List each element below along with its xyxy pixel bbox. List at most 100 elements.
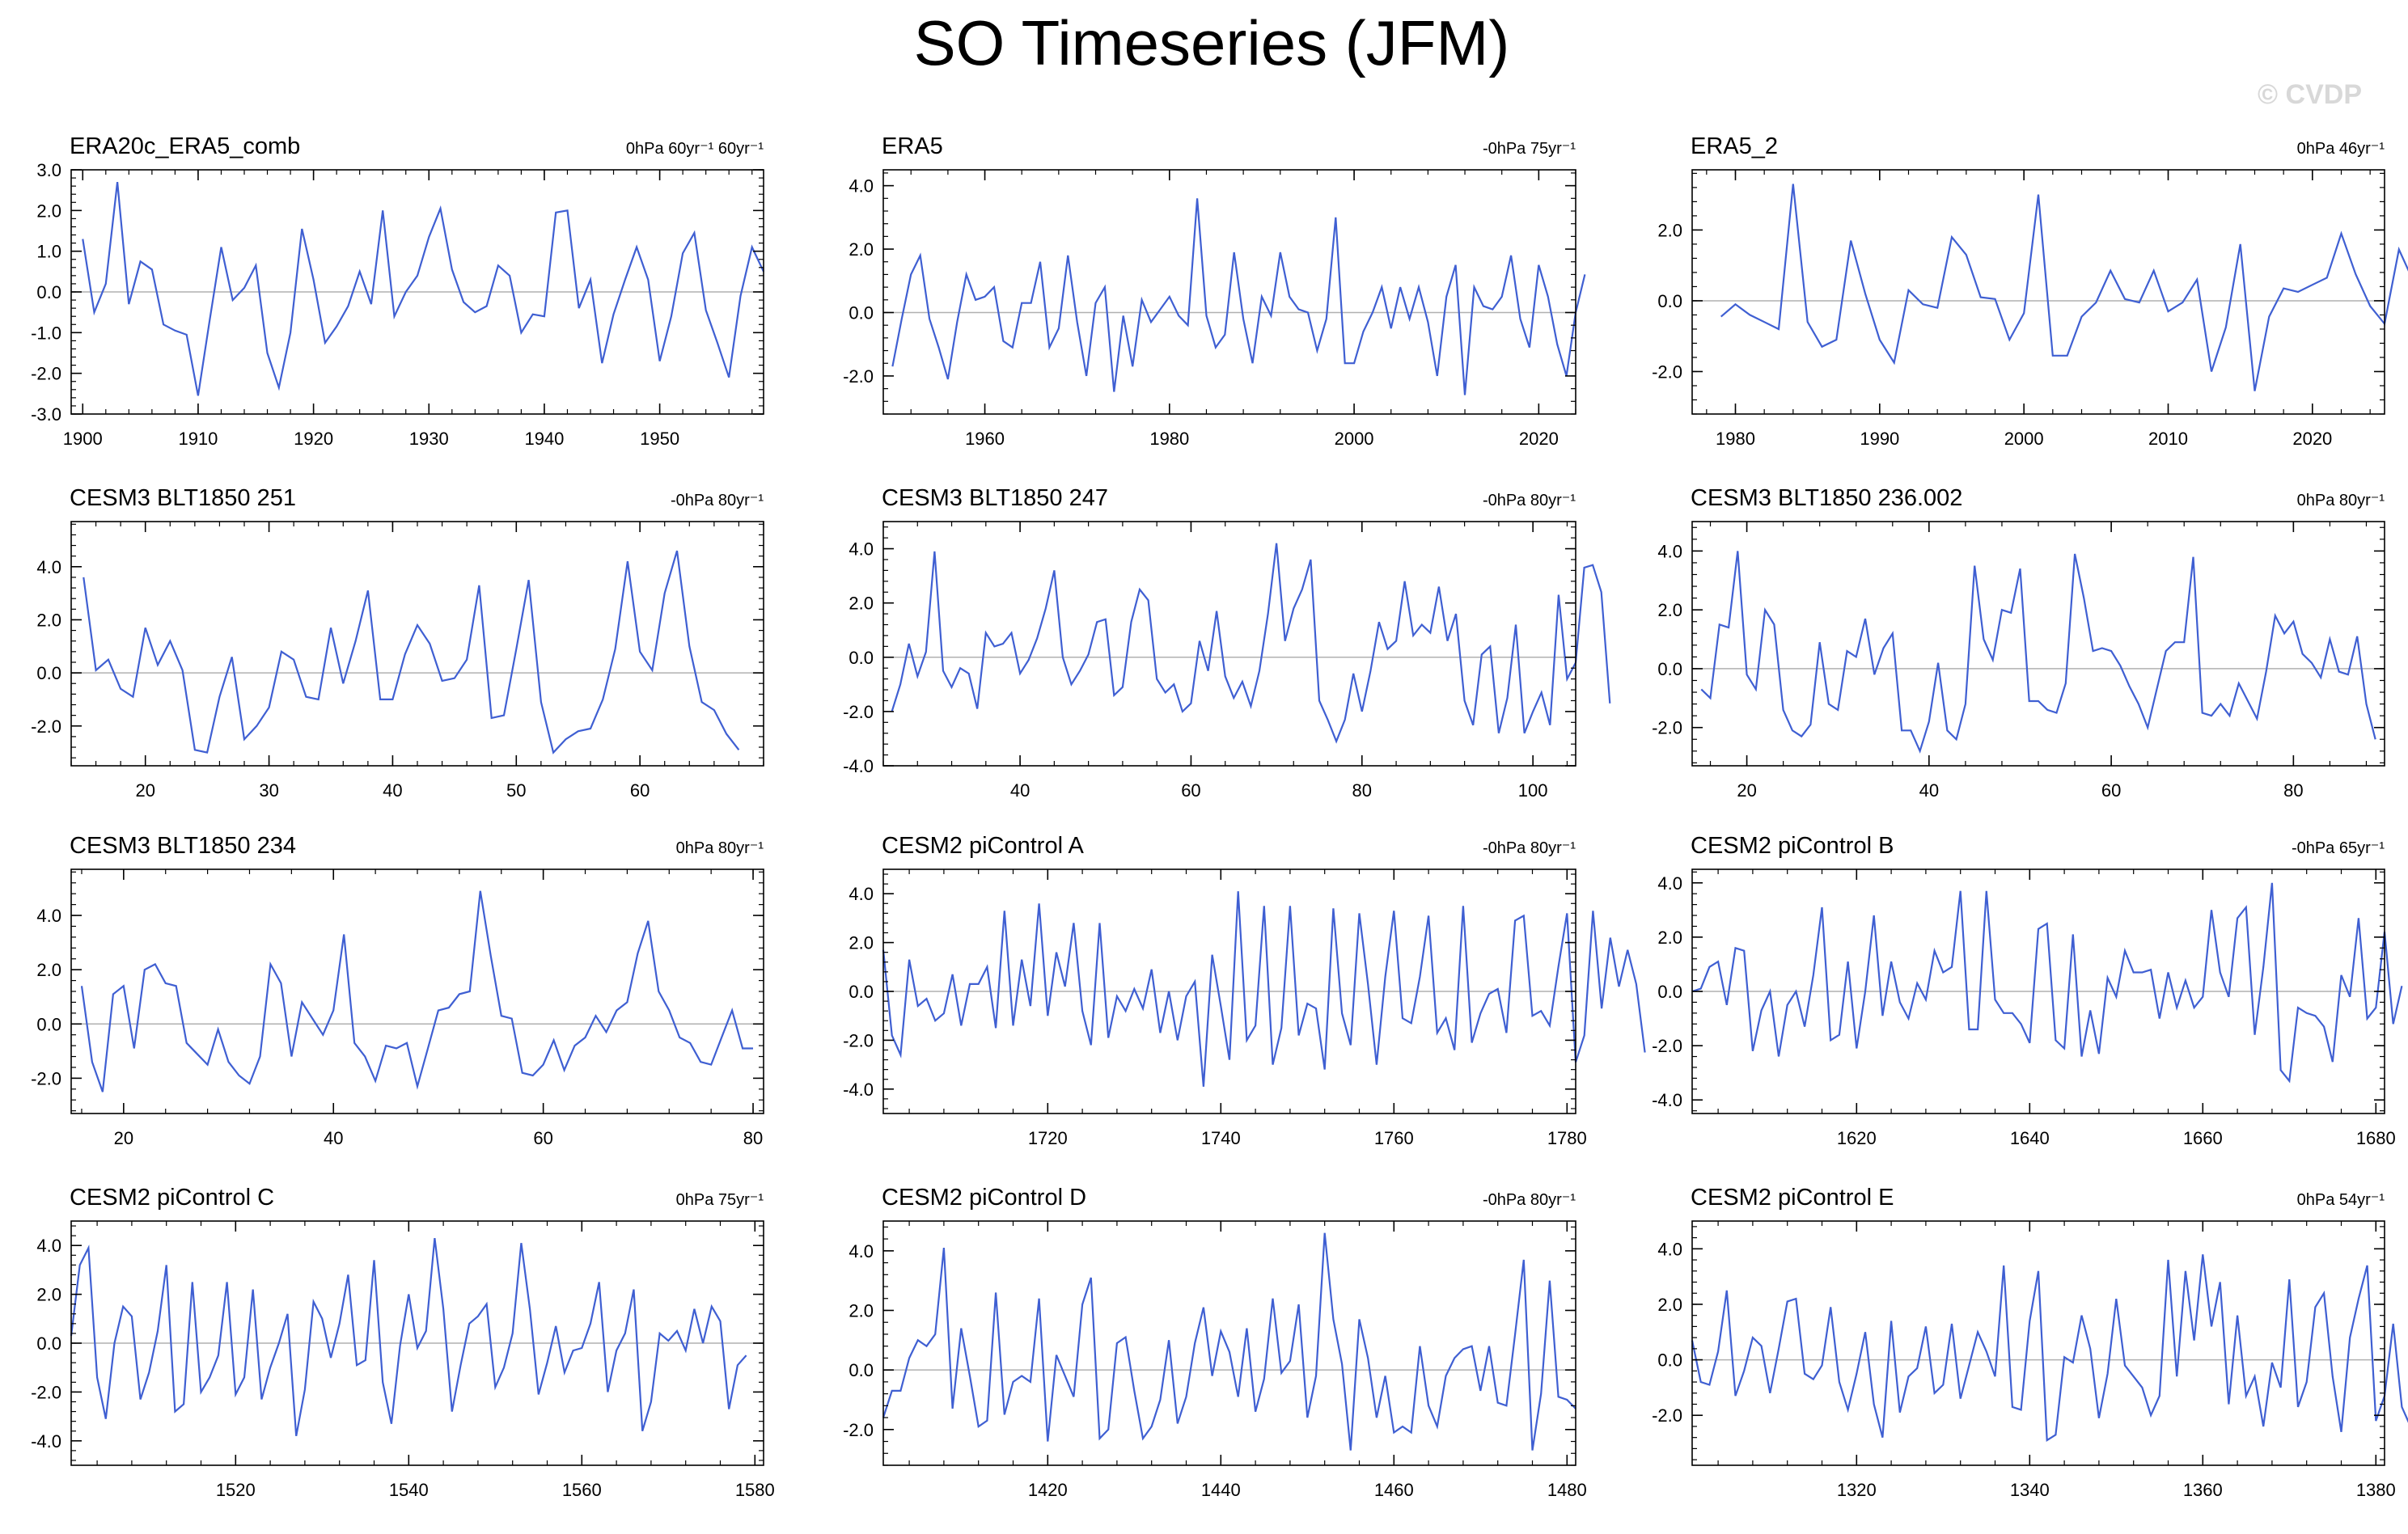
panel-trend-label: 0hPa 75yr⁻¹ xyxy=(676,1191,764,1209)
plot-frame xyxy=(1691,1220,2385,1466)
y-tick-label: 0.0 xyxy=(1657,1350,1682,1371)
page-title: SO Timeseries (JFM) xyxy=(914,7,1510,78)
x-tick-label: 2020 xyxy=(2292,429,2332,449)
x-tick-label: 1440 xyxy=(1201,1480,1241,1500)
panel-trend-label: 0hPa 80yr⁻¹ xyxy=(2297,492,2385,509)
panel-title: CESM2 piControl A xyxy=(882,833,1084,859)
y-tick-label: 4.0 xyxy=(849,1241,874,1261)
x-tick-label: 1980 xyxy=(1716,429,1755,449)
x-tick-label: 100 xyxy=(1518,780,1548,801)
y-tick-label: 0.0 xyxy=(849,302,874,323)
x-tick-label: 40 xyxy=(324,1128,343,1148)
panel-title: CESM2 piControl C xyxy=(70,1185,274,1211)
panel-trend-label: 0hPa 60yr⁻¹ 60yr⁻¹ xyxy=(626,140,764,158)
x-tick-label: 20 xyxy=(135,780,154,801)
x-tick-label: 1540 xyxy=(389,1480,429,1500)
x-tick-label: 30 xyxy=(259,780,278,801)
panel-grid: ERA20c_ERA5_comb 0hPa 60yr⁻¹ 60yr⁻¹ -3.0 -2… xyxy=(31,133,2408,1500)
chart-panel: CESM2 piControl E 0hPa 54yr⁻¹ -2.0 0.0 2.0 4.… xyxy=(1652,1185,2408,1500)
y-tick-label: 2.0 xyxy=(36,201,61,221)
y-tick-label: 2.0 xyxy=(849,594,874,614)
x-tick-label: 1930 xyxy=(409,429,449,449)
x-tick-label: 1640 xyxy=(2010,1128,2050,1148)
y-tick-label: 0.0 xyxy=(36,1014,61,1034)
chart-panel: CESM2 piControl A -0hPa 80yr⁻¹ -4.0 -2.0 0.0… xyxy=(843,833,1646,1148)
chart-panel: CESM3 BLT1850 247 -0hPa 80yr⁻¹ -4.0 -2.0 0.0… xyxy=(843,485,1611,801)
x-tick-label: 60 xyxy=(1181,780,1200,801)
y-tick-label: -2.0 xyxy=(1652,1405,1682,1426)
panel-title: ERA5 xyxy=(882,133,943,159)
x-tick-label: 1920 xyxy=(294,429,333,449)
x-tick-label: 40 xyxy=(383,780,402,801)
x-tick-label: 1960 xyxy=(965,429,1005,449)
chart-panel: ERA5 -0hPa 75yr⁻¹ -2.0 0.0 2.0 4.0 1960 1980 200… xyxy=(843,133,1586,449)
x-tick-label: 1520 xyxy=(216,1480,256,1500)
plot-frame xyxy=(882,521,1576,767)
y-tick-label: 4.0 xyxy=(1657,1239,1682,1259)
panel-trend-label: 0hPa 80yr⁻¹ xyxy=(676,839,764,857)
x-tick-label: 1380 xyxy=(2356,1480,2396,1500)
series-line xyxy=(83,550,740,754)
x-tick-label: 1940 xyxy=(524,429,564,449)
chart-panel: ERA20c_ERA5_comb 0hPa 60yr⁻¹ 60yr⁻¹ -3.0 -2… xyxy=(31,133,764,449)
panel-title: CESM3 BLT1850 247 xyxy=(882,485,1108,511)
panel-title: CESM3 BLT1850 234 xyxy=(70,833,296,859)
y-tick-label: 2.0 xyxy=(849,933,874,953)
x-tick-label: 60 xyxy=(630,780,650,801)
x-tick-label: 1720 xyxy=(1028,1128,1068,1148)
x-tick-label: 80 xyxy=(1352,780,1372,801)
x-tick-label: 1360 xyxy=(2183,1480,2223,1500)
plot-frame xyxy=(882,169,1576,415)
y-tick-label: -3.0 xyxy=(31,404,61,425)
y-tick-label: -1.0 xyxy=(31,323,61,343)
y-tick-label: 0.0 xyxy=(1657,982,1682,1002)
x-tick-label: 1560 xyxy=(562,1480,602,1500)
x-tick-label: 1950 xyxy=(640,429,679,449)
x-tick-label: 20 xyxy=(114,1128,133,1148)
x-tick-label: 1780 xyxy=(1547,1128,1587,1148)
y-tick-label: 4.0 xyxy=(1657,541,1682,561)
y-tick-label: -2.0 xyxy=(843,1420,874,1440)
y-tick-label: -2.0 xyxy=(1652,1036,1682,1056)
x-tick-label: 60 xyxy=(533,1128,552,1148)
y-tick-label: 3.0 xyxy=(36,160,61,180)
series-line xyxy=(882,891,1646,1087)
y-tick-label: 0.0 xyxy=(1657,659,1682,679)
chart-panel: CESM2 piControl C 0hPa 75yr⁻¹ -4.0 -2.0 0.0 2… xyxy=(31,1185,775,1500)
x-tick-label: 2010 xyxy=(2148,429,2188,449)
series-line xyxy=(70,1237,747,1437)
y-tick-label: 4.0 xyxy=(36,1236,61,1256)
x-tick-label: 2000 xyxy=(2004,429,2044,449)
panel-title: CESM3 BLT1850 251 xyxy=(70,485,296,511)
x-tick-label: 1580 xyxy=(735,1480,775,1500)
chart-panel: CESM3 BLT1850 251 -0hPa 80yr⁻¹ -2.0 0.0 2.0 4… xyxy=(31,485,764,801)
x-tick-label: 40 xyxy=(1919,780,1939,801)
x-tick-label: 60 xyxy=(2101,780,2121,801)
y-tick-label: 2.0 xyxy=(36,960,61,980)
y-tick-label: 0.0 xyxy=(36,663,61,683)
x-tick-label: 2020 xyxy=(1519,429,1559,449)
panel-trend-label: 0hPa 54yr⁻¹ xyxy=(2297,1191,2385,1209)
chart-panel: CESM3 BLT1850 234 0hPa 80yr⁻¹ -2.0 0.0 2.0 4.… xyxy=(31,833,764,1148)
y-tick-label: 2.0 xyxy=(849,239,874,260)
series-line xyxy=(891,198,1586,395)
panel-trend-label: -0hPa 75yr⁻¹ xyxy=(1483,140,1576,158)
y-tick-label: 4.0 xyxy=(849,176,874,197)
y-tick-label: 2.0 xyxy=(1657,220,1682,240)
y-tick-label: 2.0 xyxy=(1657,928,1682,948)
x-tick-label: 1910 xyxy=(178,429,218,449)
x-tick-label: 1320 xyxy=(1837,1480,1877,1500)
y-tick-label: 2.0 xyxy=(1657,600,1682,620)
x-tick-label: 1420 xyxy=(1028,1480,1068,1500)
series-line xyxy=(1691,882,2403,1084)
panel-trend-label: -0hPa 80yr⁻¹ xyxy=(671,492,764,509)
y-tick-label: -4.0 xyxy=(1652,1090,1682,1110)
panel-title: ERA5_2 xyxy=(1691,133,1778,159)
x-tick-label: 2000 xyxy=(1335,429,1374,449)
x-tick-label: 80 xyxy=(2283,780,2303,801)
y-tick-label: 0.0 xyxy=(36,282,61,302)
y-tick-label: 4.0 xyxy=(36,557,61,577)
y-tick-label: 4.0 xyxy=(849,884,874,904)
panel-title: ERA20c_ERA5_comb xyxy=(70,133,300,159)
